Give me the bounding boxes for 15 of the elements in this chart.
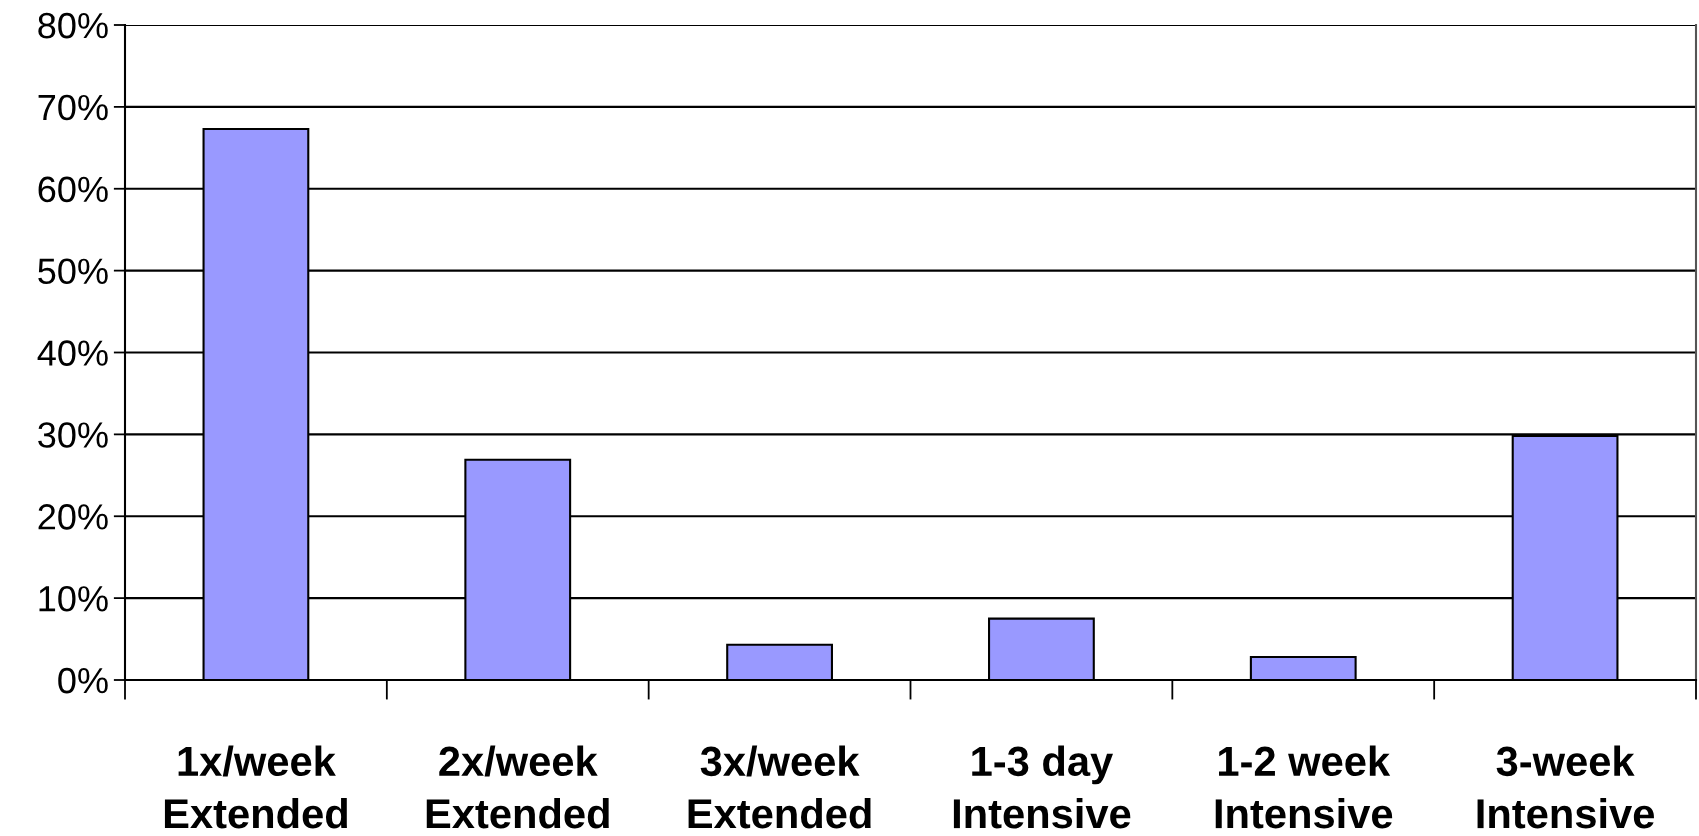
x-tick-label: 3x/week Extended <box>688 745 871 829</box>
y-tick-label: 20% <box>38 504 108 530</box>
y-tick-label: 50% <box>38 258 108 285</box>
x-tick-label: 2x/week Extended <box>426 745 609 829</box>
x-tick-label: 3-week Intensive <box>1477 745 1654 829</box>
y-tick-label: 70% <box>38 94 108 121</box>
y-tick-label: 40% <box>37 340 108 366</box>
y-tick-label: 60% <box>38 176 108 203</box>
y-tick-label: 30% <box>38 422 108 448</box>
y-tick-label: 80% <box>38 12 108 39</box>
y-tick-label: 10% <box>39 585 108 612</box>
y-tick-label: 0% <box>58 667 108 694</box>
x-tick-label: 1-3 day Intensive <box>953 745 1131 829</box>
x-tick-label: 1-2 week Intensive <box>1215 745 1393 829</box>
x-tick-label: 1x/week Extended <box>164 745 347 829</box>
